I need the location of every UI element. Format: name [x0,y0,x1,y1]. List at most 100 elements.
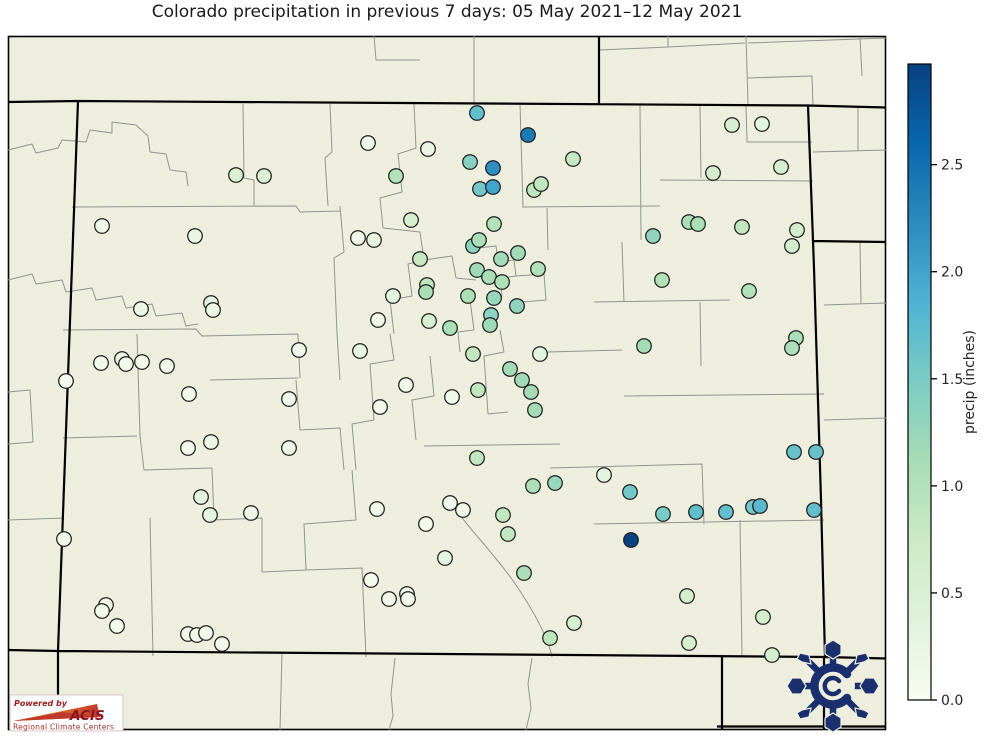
station-precip-dot [444,389,460,405]
station-precip-dot [437,550,453,566]
station-precip-dot [360,135,376,151]
station-precip-dot [784,238,800,254]
station-precip-dot [214,636,230,652]
station-precip-dot [442,495,458,511]
station-precip-dot [718,504,734,520]
station-precip-dot [500,526,516,542]
station-precip-dot [530,261,546,277]
station-precip-dot [741,283,757,299]
station-precip-dot [281,391,297,407]
station-precip-dot [381,591,397,607]
station-precip-dot [514,372,530,388]
station-precip-dot [786,444,802,460]
station-precip-dot [547,475,563,491]
station-precip-dot [690,216,706,232]
station-precip-dot [58,373,74,389]
station-precip-dot [366,232,382,248]
station-precip-dot [754,116,770,132]
station-precip-dot [532,346,548,362]
map-frame [7,35,887,731]
station-precip-dot [808,444,824,460]
station-precip-dot [523,384,539,400]
station-precip-dot [352,343,368,359]
station-precip-dot [228,167,244,183]
station-precip-dot [764,647,780,663]
station-precip-dot [193,489,209,505]
station-precip-dot [502,361,518,377]
acis-name-text: ACIS [69,708,105,724]
station-precip-dot [734,219,750,235]
station-precip-dot [509,298,525,314]
station-precip-dot [596,467,612,483]
station-precip-dot [784,340,800,356]
station-precip-dot [363,572,379,588]
station-precip-dot [133,301,149,317]
acis-swoosh-shadow [13,712,100,721]
station-precip-dot [370,312,386,328]
station-precip-dot [566,615,582,631]
station-precip-dot [471,232,487,248]
station-precip-dot [94,603,110,619]
station-precip-dot [418,284,434,300]
station-precip-dot [486,216,502,232]
station-precip-dot [623,532,639,548]
station-precip-dot [198,625,214,641]
station-precip-dot [465,346,481,362]
station-precip-dot [118,356,134,372]
station-precip-dot [256,168,272,184]
station-precip-dot [520,127,536,143]
station-precip-dot [755,609,771,625]
station-precip-dot [93,355,109,371]
station-precip-dot [679,588,695,604]
station-precip-dot [420,141,436,157]
station-precip-dot [455,502,471,518]
colorbar-label: precip (inches) [962,330,978,434]
station-precip-dot [181,386,197,402]
station-precip-dot [495,507,511,523]
station-precip-dot [205,302,221,318]
station-precip-dot [654,272,670,288]
station-precip-dot [243,505,259,521]
acis-logo: Powered by ACIS Regional Climate Centers [9,694,124,732]
station-precip-dot [493,251,509,267]
station-precip-dot [94,218,110,234]
station-precip-dot [806,502,822,518]
station-precip-dot [159,358,175,374]
station-precip-dot [398,377,414,393]
station-precip-dot [485,179,501,195]
station-precip-dot [773,159,789,175]
station-precip-dot [533,176,549,192]
snowflake-logo [786,639,880,733]
snowflake-inner-c [822,675,842,697]
station-precip-dot [134,354,150,370]
station-precip-dot [688,504,704,520]
station-precip-dot [462,154,478,170]
station-precip-dot [510,245,526,261]
station-precip-dot [636,338,652,354]
colorbar-tick-label: 2.5 [941,158,963,174]
snowflake-outer-c [810,663,852,709]
station-precip-dot [469,105,485,121]
station-precip-dot [724,117,740,133]
station-precip-dot [752,498,768,514]
station-precip-dot [281,440,297,456]
station-precip-dot [442,320,458,336]
station-precip-dot [350,230,366,246]
colorbar-tick-label: 1.0 [941,479,963,495]
scatter-dots [56,105,824,663]
station-precip-dot [412,251,428,267]
county-lines [7,35,887,731]
colorbar-gradient [907,63,932,701]
station-precip-dot [180,440,196,456]
station-precip-dot [421,313,437,329]
station-precip-dot [525,478,541,494]
station-precip-dot [187,228,203,244]
station-precip-dot [789,222,805,238]
station-precip-dot [418,516,434,532]
acis-subtitle-text: Regional Climate Centers [13,723,114,732]
station-precip-dot [681,635,697,651]
station-precip-dot [109,618,125,634]
station-precip-dot [385,288,401,304]
station-precip-dot [403,212,419,228]
